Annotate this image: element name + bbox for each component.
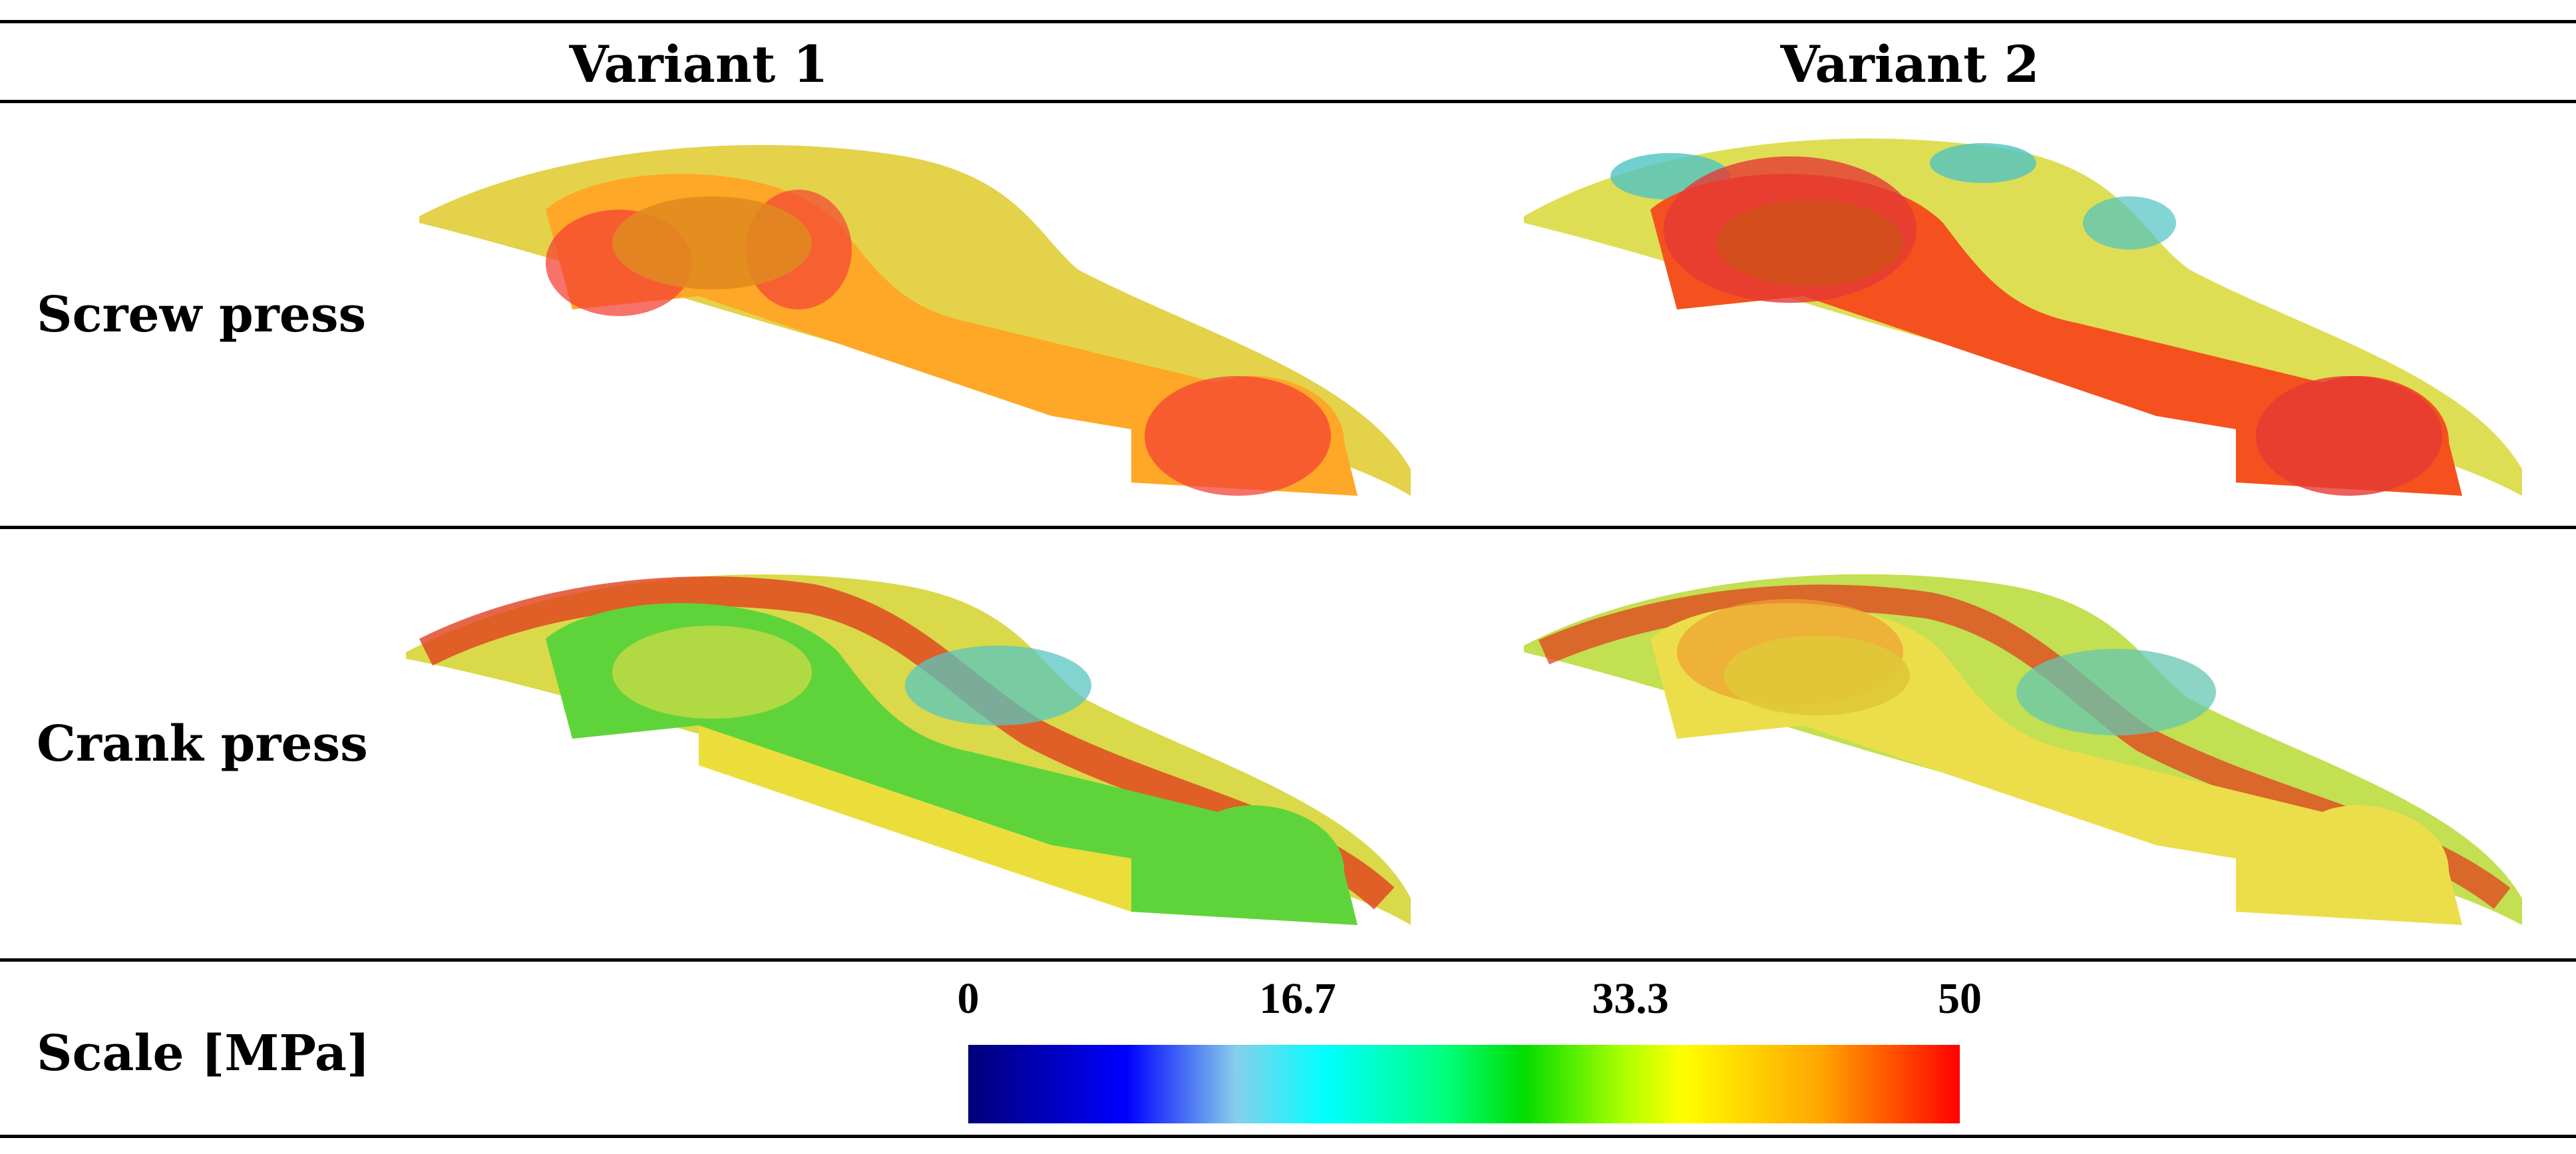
stress-map-crank-variant-1: [399, 552, 1431, 965]
forging-part-figure: [406, 574, 1411, 925]
scale-tick-label: 0: [957, 974, 980, 1023]
scale-tick-label: 16.7: [1259, 974, 1336, 1023]
recess: [612, 196, 812, 289]
color-scale-bar: [968, 1045, 1960, 1123]
hot-zone: [2256, 376, 2442, 496]
row-divider-2: [0, 958, 2576, 962]
cool-zone: [1930, 143, 2036, 183]
recess: [1724, 636, 1910, 715]
table-top-rule: [0, 20, 2576, 23]
table-bottom-rule: [0, 1135, 2576, 1138]
header-rule: [0, 100, 2576, 103]
side-face: [699, 725, 1131, 912]
hot-zone: [1145, 376, 1331, 496]
stress-map-screw-variant-1: [399, 123, 1431, 536]
forging-part-figure: [419, 144, 1411, 496]
row-label-screw-press: Screw press: [37, 286, 367, 343]
scale-tick-label: 50: [1938, 974, 1982, 1023]
recess: [1717, 200, 1903, 286]
cool-zone: [2083, 196, 2176, 250]
row-label-crank-press: Crank press: [37, 715, 368, 773]
recess: [612, 626, 812, 719]
scale-tick-label: 33.3: [1592, 974, 1669, 1023]
column-header-variant-1: Variant 1: [569, 35, 828, 94]
column-header-variant-2: Variant 2: [1780, 35, 2040, 94]
stress-map-screw-variant-2: [1504, 123, 2535, 536]
row-label-scale: Scale [MPa]: [37, 1025, 370, 1082]
row-divider-1: [0, 526, 2576, 529]
forging-part-figure: [1524, 138, 2522, 496]
stress-map-crank-variant-2: [1504, 552, 2535, 965]
forging-part-figure: [1524, 574, 2522, 925]
cool-zone: [2016, 649, 2216, 735]
cool-zone: [905, 646, 1091, 725]
